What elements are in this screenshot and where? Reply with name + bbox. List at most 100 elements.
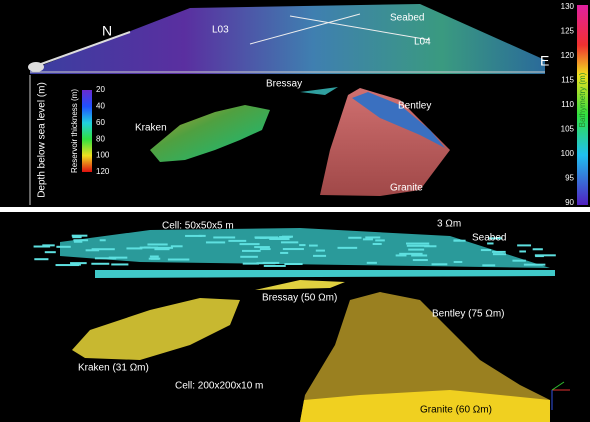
north-arrow xyxy=(29,31,131,69)
bentley-label: Bentley xyxy=(398,101,431,112)
cell xyxy=(492,253,507,256)
cell xyxy=(412,259,428,262)
cell xyxy=(213,236,236,239)
cell xyxy=(205,241,226,244)
tick-label: 95 xyxy=(565,174,574,183)
kraken-block xyxy=(72,298,240,360)
cell xyxy=(519,250,526,253)
tick-label: 110 xyxy=(561,100,574,109)
cell xyxy=(91,248,115,251)
tick-label: 20 xyxy=(96,85,105,94)
tick-label: 90 xyxy=(565,198,574,207)
kraken-label: Kraken (31 Ωm) xyxy=(78,363,149,374)
cell xyxy=(405,242,430,245)
cell xyxy=(315,249,325,252)
cell xyxy=(532,248,543,251)
cell xyxy=(482,264,496,267)
cell xyxy=(263,264,286,267)
bathymetry-ticks: 130 125 120 115 110 105 100 95 90 xyxy=(561,2,575,207)
cell xyxy=(492,250,506,253)
cell xyxy=(42,244,55,247)
cell xyxy=(242,262,259,265)
cell xyxy=(239,243,260,246)
cell xyxy=(375,239,385,242)
bentley-label: Bentley (75 Ωm) xyxy=(432,309,505,320)
cell xyxy=(280,241,299,244)
seabed-label: Seabed xyxy=(390,13,424,24)
cell xyxy=(91,262,110,265)
tick-label: 100 xyxy=(96,151,110,160)
cell xyxy=(143,246,151,249)
cell xyxy=(33,245,51,248)
cell xyxy=(399,252,423,255)
granite-block xyxy=(300,390,550,422)
cell xyxy=(365,236,381,239)
cell xyxy=(254,236,279,239)
bathymetry-colorbar xyxy=(577,5,588,205)
granite-label: Granite xyxy=(390,183,423,194)
cell xyxy=(535,255,544,258)
bentley-block xyxy=(300,292,550,422)
cell xyxy=(149,255,159,258)
cell xyxy=(269,238,290,241)
tick-label: 115 xyxy=(561,76,574,85)
cell xyxy=(534,254,556,257)
cell xyxy=(487,242,494,245)
cell xyxy=(240,255,258,258)
seabed-label: Seabed xyxy=(472,233,506,244)
survey-line xyxy=(249,13,361,45)
cell xyxy=(185,234,202,237)
cell xyxy=(299,244,306,247)
fine-cell-label: Cell: 50x50x5 m xyxy=(162,221,234,232)
cell xyxy=(70,263,81,266)
cell xyxy=(282,248,304,251)
cell xyxy=(406,244,430,247)
cell xyxy=(73,239,89,242)
granite-label: Granite (60 Ωm) xyxy=(420,405,492,416)
cell xyxy=(395,254,407,257)
bentley-top xyxy=(352,92,445,148)
cell xyxy=(94,257,117,260)
north-label: N xyxy=(102,23,112,39)
cell xyxy=(126,247,143,250)
cell xyxy=(70,262,87,265)
cell xyxy=(148,257,161,260)
cell xyxy=(198,234,206,237)
tick-label: 60 xyxy=(96,118,105,127)
cell xyxy=(71,234,88,237)
bressay-block xyxy=(255,280,345,290)
cell xyxy=(489,237,503,240)
tick-label: 40 xyxy=(96,102,105,111)
tick-label: 80 xyxy=(96,134,105,143)
cell xyxy=(362,238,373,241)
cell xyxy=(34,258,49,261)
bentley-body xyxy=(320,88,450,196)
cell xyxy=(167,258,190,261)
cell xyxy=(44,251,56,254)
cell xyxy=(523,263,546,266)
cell xyxy=(480,249,492,252)
line-label: L03 xyxy=(212,25,229,36)
cell xyxy=(111,263,129,266)
tick-label: 100 xyxy=(561,149,575,158)
bressay-label: Bressay xyxy=(266,79,302,90)
cell xyxy=(256,262,276,265)
bressay-label: Bressay (50 Ωm) xyxy=(262,293,337,304)
cell xyxy=(108,256,128,259)
seabed-layer xyxy=(60,228,555,278)
seabed-resistivity-label: 3 Ωm xyxy=(437,219,461,230)
cell xyxy=(85,249,100,252)
cell xyxy=(154,248,170,251)
cell xyxy=(313,254,327,257)
north-arrow-head xyxy=(28,62,44,72)
cell xyxy=(157,246,174,249)
east-label: E xyxy=(540,53,549,69)
thickness-ticks: 20 40 60 80 100 120 xyxy=(96,85,110,176)
tick-label: 125 xyxy=(561,27,575,36)
cell xyxy=(453,260,463,263)
cell xyxy=(431,263,448,266)
cell xyxy=(308,244,318,247)
cell xyxy=(512,259,526,262)
cell xyxy=(56,245,71,248)
